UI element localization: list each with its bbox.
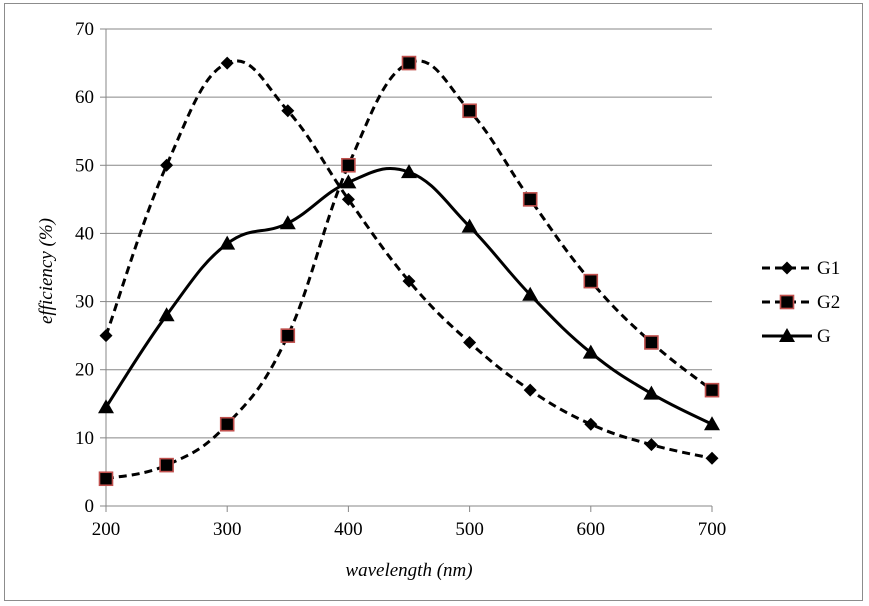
point-G-350 xyxy=(279,215,296,230)
point-G-550 xyxy=(522,286,539,301)
point-G2-450 xyxy=(401,55,417,71)
legend-marker-G2 xyxy=(779,294,795,310)
point-G-600 xyxy=(582,344,599,359)
legend-label-G1: G1 xyxy=(817,258,840,279)
point-G2-250 xyxy=(159,457,174,473)
series-line-G2 xyxy=(105,59,713,481)
legend-label-G: G xyxy=(817,326,831,347)
point-G1-550 xyxy=(523,383,537,397)
point-G1-450 xyxy=(402,274,416,288)
point-G-650 xyxy=(643,385,660,400)
point-G1-200 xyxy=(99,329,113,343)
legend: G1 G2 G xyxy=(762,258,840,347)
legend-marker-G xyxy=(779,328,795,342)
point-G2-700 xyxy=(704,382,720,398)
point-G1-400 xyxy=(341,192,355,206)
y-tick-label-0: 0 xyxy=(85,496,95,517)
x-axis-title: wavelength (nm) xyxy=(345,560,472,581)
y-tick-label-20: 20 xyxy=(75,360,94,381)
y-axis-title: efficiency (%) xyxy=(36,218,57,324)
y-tick-label-10: 10 xyxy=(75,428,94,449)
point-G2-650 xyxy=(644,335,659,350)
point-G2-400 xyxy=(341,157,356,173)
point-G1-650 xyxy=(644,438,658,452)
point-G2-350 xyxy=(280,328,296,343)
point-G-400 xyxy=(340,174,357,189)
point-G1-350 xyxy=(281,104,295,118)
x-tick-label-600: 600 xyxy=(577,519,606,540)
legend-marker-G1 xyxy=(780,261,794,275)
point-G2-600 xyxy=(583,273,599,289)
x-tick-label-400: 400 xyxy=(334,519,363,540)
series-line-G xyxy=(104,167,713,426)
point-G-500 xyxy=(461,218,478,233)
point-G1-600 xyxy=(584,417,598,431)
point-G-450 xyxy=(401,164,417,179)
x-tick-label-200: 200 xyxy=(92,519,121,540)
x-tick-label-300: 300 xyxy=(213,519,242,540)
x-tick-label-500: 500 xyxy=(455,519,484,540)
series-line-G1 xyxy=(104,59,713,460)
y-tick-label-30: 30 xyxy=(75,292,94,313)
point-G2-500 xyxy=(462,103,477,119)
point-G-700 xyxy=(704,416,720,431)
y-tick-label-50: 50 xyxy=(75,155,94,176)
point-G1-300 xyxy=(220,56,234,70)
tick-labels: 0 10 20 30 40 50 60 70 200 300 400 500 600 700 xyxy=(75,19,726,540)
legend-label-G2: G2 xyxy=(817,292,840,313)
point-G2-200 xyxy=(98,471,114,487)
point-G-250 xyxy=(158,307,175,322)
axes xyxy=(100,28,713,512)
point-G1-500 xyxy=(463,335,477,349)
series-group xyxy=(98,55,720,487)
x-tick-label-700: 700 xyxy=(698,519,727,540)
point-G1-250 xyxy=(160,158,174,172)
point-G-200 xyxy=(98,399,114,414)
y-tick-label-40: 40 xyxy=(75,223,94,244)
point-G2-300 xyxy=(219,416,235,432)
point-G-300 xyxy=(219,235,236,250)
y-tick-label-70: 70 xyxy=(75,19,94,40)
y-tick-label-60: 60 xyxy=(75,87,94,108)
point-G2-550 xyxy=(522,192,538,207)
point-G1-700 xyxy=(705,451,719,465)
